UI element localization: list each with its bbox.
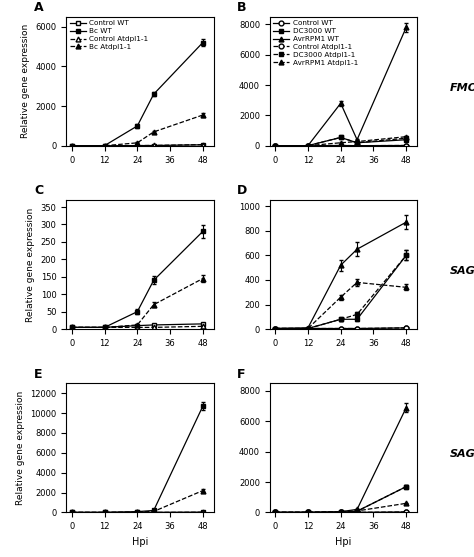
Text: A: A (34, 1, 44, 14)
Text: SAG13: SAG13 (449, 266, 474, 276)
Text: E: E (34, 368, 43, 381)
Text: C: C (34, 184, 43, 197)
Text: D: D (237, 184, 247, 197)
Y-axis label: Relative gene expression: Relative gene expression (16, 391, 25, 505)
Y-axis label: Relative gene expression: Relative gene expression (26, 207, 35, 322)
Y-axis label: Relative gene expression: Relative gene expression (21, 24, 30, 138)
Legend: Control WT, Bc WT, Control Atdpl1-1, Bc Atdpl1-1: Control WT, Bc WT, Control Atdpl1-1, Bc … (70, 20, 148, 50)
Text: FMO: FMO (449, 82, 474, 92)
X-axis label: Hpi: Hpi (335, 537, 352, 547)
Text: SAG12: SAG12 (449, 449, 474, 460)
Text: F: F (237, 368, 246, 381)
Legend: Control WT, DC3000 WT, AvrRPM1 WT, Control Atdpl1-1, DC3000 Atdpl1-1, AvrRPM1 At: Control WT, DC3000 WT, AvrRPM1 WT, Contr… (273, 20, 358, 66)
X-axis label: Hpi: Hpi (132, 537, 148, 547)
Text: B: B (237, 1, 247, 14)
